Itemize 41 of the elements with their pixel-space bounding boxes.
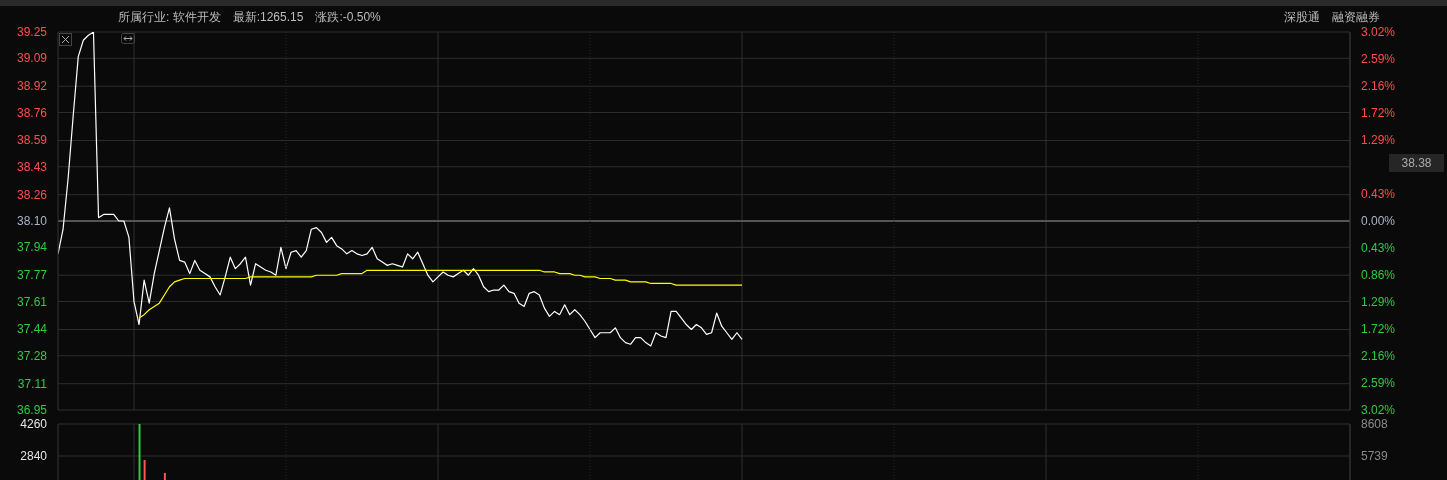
y-tick-label: 37.94	[16, 240, 48, 255]
y2-tick-label: 1.72%	[1361, 321, 1396, 336]
y2-tick-label: 8608	[1361, 417, 1389, 431]
y2-tick-label: 3.02%	[1361, 25, 1396, 39]
y2-tick-label: 2.16%	[1361, 349, 1396, 364]
text: 涨跌:-0.50%	[315, 9, 381, 26]
y2-tick-label: 2.59%	[1361, 51, 1396, 66]
line-series	[138, 269, 743, 319]
y2-tick-label: 0.00%	[1361, 214, 1396, 228]
y-tick-label: 37.77	[16, 268, 48, 283]
y-tick-label: 38.59	[16, 133, 48, 148]
line-series	[58, 32, 743, 347]
y-tick-label: 38.76	[16, 105, 48, 120]
y-tick-label: 38.10	[16, 214, 48, 228]
y2-tick-label: 0.43%	[1361, 187, 1396, 202]
y-tick-label: 37.11	[17, 376, 48, 391]
text: 深股通	[1284, 9, 1320, 26]
y2-tick-label: 1.29%	[1361, 133, 1396, 148]
y-tick-label: 38.26	[16, 187, 48, 202]
y2-tick-label: 3.02%	[1361, 403, 1396, 417]
y-tick-label: 36.95	[16, 403, 48, 417]
y-tick-label: 4260	[20, 417, 48, 431]
y2-tick-label: 2.16%	[1361, 78, 1396, 93]
y-tick-label: 37.28	[16, 348, 48, 363]
y-tick-label: 39.25	[16, 25, 48, 39]
y-tick-label: 2840	[20, 449, 48, 463]
y2-tick-label: 1.29%	[1361, 294, 1396, 309]
y-tick-label: 37.61	[16, 294, 48, 309]
text: 融资融券	[1332, 9, 1380, 26]
y-tick-label: 39.09	[16, 51, 48, 66]
text: 最新:1265.15	[232, 9, 304, 26]
y-tick-label: 38.43	[16, 159, 48, 174]
y-tick-label: 37.44	[16, 322, 48, 337]
y2-tick-label: 0.86%	[1361, 267, 1396, 282]
y2-tick-label: 5739	[1361, 449, 1389, 463]
y-tick-label: 38.92	[16, 79, 48, 94]
text: 38.38	[1389, 154, 1444, 172]
y2-tick-label: 1.72%	[1361, 106, 1396, 121]
y2-tick-label: 0.43%	[1361, 240, 1396, 255]
text: 所属行业: 软件开发	[118, 9, 221, 26]
y2-tick-label: 2.59%	[1361, 376, 1396, 391]
